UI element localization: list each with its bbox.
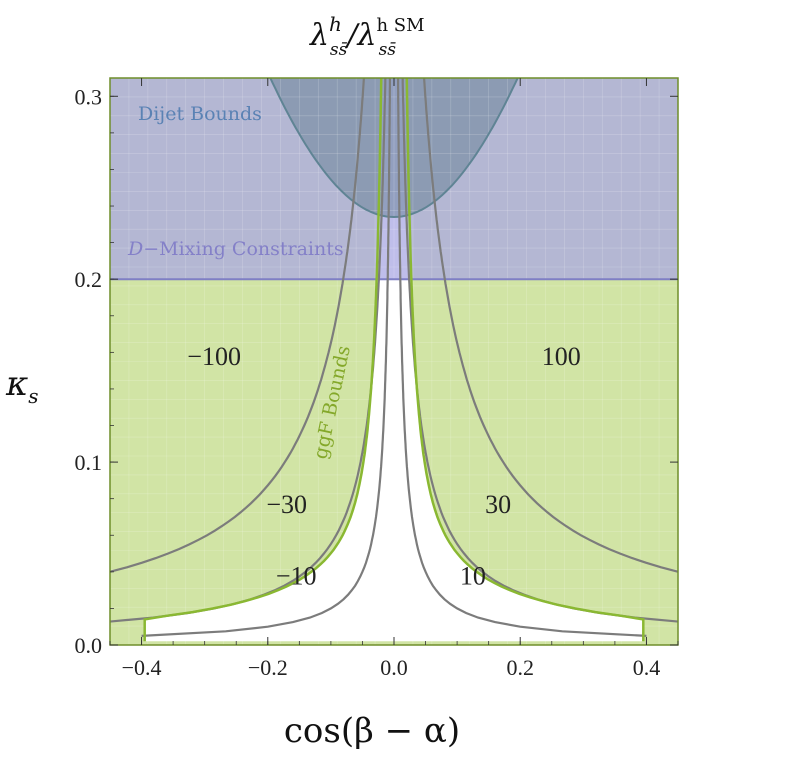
y-tick-label: 0.3	[75, 84, 103, 109]
y-tick-label: 0.0	[75, 633, 103, 658]
contour-label: −100	[187, 342, 241, 371]
contour-label: −30	[266, 490, 307, 519]
dijet-boundary-line	[269, 78, 519, 219]
grid-lines	[110, 78, 678, 645]
contour-labels: −10 10 −30 30 −100 100	[187, 342, 580, 590]
y-axis-ticks: 0.0 0.1 0.2 0.3	[75, 84, 678, 658]
x-axis-label: cos(β − α)	[284, 711, 460, 751]
x-tick-label: −0.4	[122, 655, 162, 680]
y-tick-label: 0.2	[75, 267, 103, 292]
y-axis-label: κs	[5, 364, 39, 408]
contour-line-100	[422, 78, 678, 573]
contour-line-100	[110, 78, 366, 573]
x-tick-label: 0.4	[633, 655, 661, 680]
dijet-bounds-label: Dijet Bounds	[138, 103, 262, 125]
chart-title: λh ss̄/λh SM ss̄	[309, 12, 425, 60]
contour-label: 100	[542, 342, 581, 371]
y-tick-label: 0.1	[75, 450, 103, 475]
x-tick-label: 0.0	[380, 655, 408, 680]
contour-line-10	[141, 78, 392, 637]
dijet-bounds-region	[270, 78, 518, 217]
d-mixing-label: D−Mixing Constraints	[127, 238, 344, 260]
x-tick-label: 0.2	[506, 655, 534, 680]
plot-area	[110, 78, 678, 645]
x-axis-ticks: −0.4 −0.2 0.0 0.2 0.4	[109, 78, 679, 680]
x-tick-label: −0.2	[248, 655, 288, 680]
d-mixing-region	[110, 78, 678, 280]
contour-lines	[110, 78, 678, 637]
contour-line-10	[396, 78, 647, 637]
ggf-boundary-line	[143, 78, 645, 642]
contour-label: 10	[460, 561, 486, 590]
contour-label: −10	[276, 561, 317, 590]
contour-label: 30	[485, 490, 511, 519]
